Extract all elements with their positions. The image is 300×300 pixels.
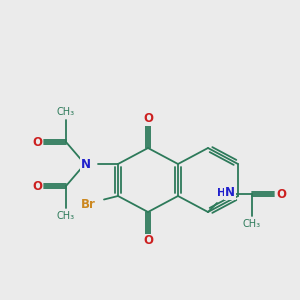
Text: N: N: [225, 187, 235, 200]
Text: CH₃: CH₃: [57, 107, 75, 117]
Text: O: O: [276, 188, 286, 200]
Text: O: O: [32, 179, 42, 193]
Text: Br: Br: [81, 197, 95, 211]
Text: O: O: [143, 112, 153, 125]
Text: O: O: [32, 136, 42, 148]
Text: CH₃: CH₃: [57, 211, 75, 221]
Text: O: O: [143, 235, 153, 248]
Text: CH₃: CH₃: [243, 219, 261, 229]
Text: H: H: [217, 188, 225, 198]
Text: N: N: [81, 158, 91, 170]
